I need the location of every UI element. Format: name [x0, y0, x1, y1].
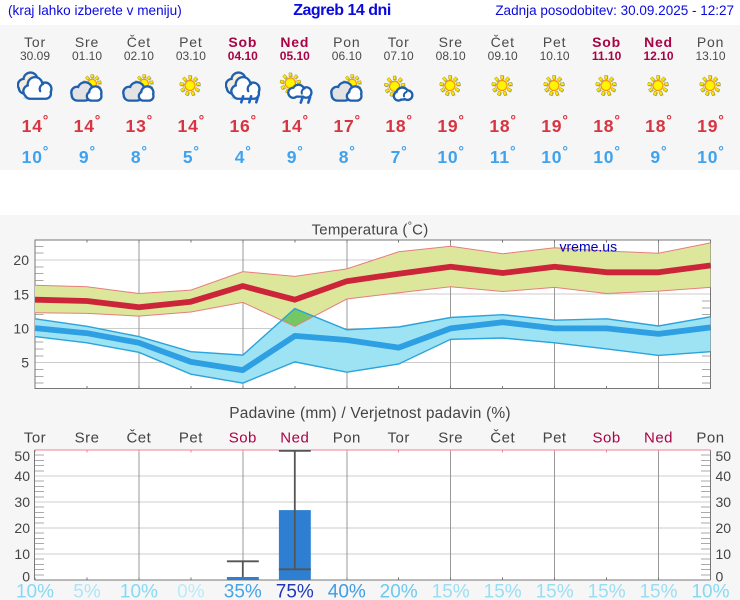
svg-text:20: 20 [716, 520, 732, 536]
svg-text:5%: 5% [73, 582, 101, 600]
svg-text:Ned: Ned [644, 430, 673, 447]
svg-text:30: 30 [716, 494, 732, 510]
svg-text:Sob: Sob [229, 430, 257, 447]
svg-text:20%: 20% [380, 582, 418, 600]
svg-text:10%: 10% [16, 582, 54, 600]
svg-text:Čet: Čet [490, 430, 515, 447]
svg-text:0: 0 [22, 569, 30, 585]
svg-text:15%: 15% [484, 582, 522, 600]
svg-text:15%: 15% [432, 582, 470, 600]
svg-text:Pon: Pon [333, 430, 361, 447]
svg-text:40: 40 [14, 468, 30, 484]
svg-text:10%: 10% [691, 582, 729, 600]
svg-text:40: 40 [716, 468, 732, 484]
svg-text:10: 10 [13, 321, 29, 337]
svg-text:15%: 15% [588, 582, 626, 600]
svg-text:Temperatura (°C): Temperatura (°C) [312, 221, 429, 239]
svg-text:5: 5 [21, 355, 29, 371]
svg-text:Sre: Sre [438, 430, 463, 447]
svg-text:0%: 0% [177, 582, 205, 600]
svg-text:20: 20 [13, 252, 29, 268]
svg-text:Čet: Čet [126, 430, 151, 447]
svg-text:Tor: Tor [388, 430, 410, 447]
svg-text:Tor: Tor [24, 430, 46, 447]
svg-text:Ned: Ned [280, 430, 309, 447]
svg-text:Sre: Sre [75, 430, 100, 447]
svg-text:0: 0 [716, 569, 724, 585]
svg-text:50: 50 [716, 448, 732, 464]
svg-text:30: 30 [14, 494, 30, 510]
svg-text:10: 10 [716, 546, 732, 562]
svg-text:50: 50 [14, 448, 30, 464]
svg-text:15%: 15% [536, 582, 574, 600]
svg-text:15: 15 [13, 286, 29, 302]
svg-text:35%: 35% [224, 582, 262, 600]
svg-text:40%: 40% [328, 582, 366, 600]
svg-text:Pon: Pon [696, 430, 724, 447]
svg-text:10%: 10% [120, 582, 158, 600]
svg-text:Pet: Pet [179, 430, 203, 447]
svg-text:15%: 15% [639, 582, 677, 600]
svg-text:Sob: Sob [592, 430, 620, 447]
svg-text:10: 10 [14, 546, 30, 562]
svg-text:Pet: Pet [543, 430, 567, 447]
svg-text:vreme.us: vreme.us [560, 239, 618, 255]
svg-text:20: 20 [14, 520, 30, 536]
svg-text:75%: 75% [276, 582, 314, 600]
svg-text:Padavine (mm) / Verjetnost pad: Padavine (mm) / Verjetnost padavin (%) [229, 405, 511, 422]
